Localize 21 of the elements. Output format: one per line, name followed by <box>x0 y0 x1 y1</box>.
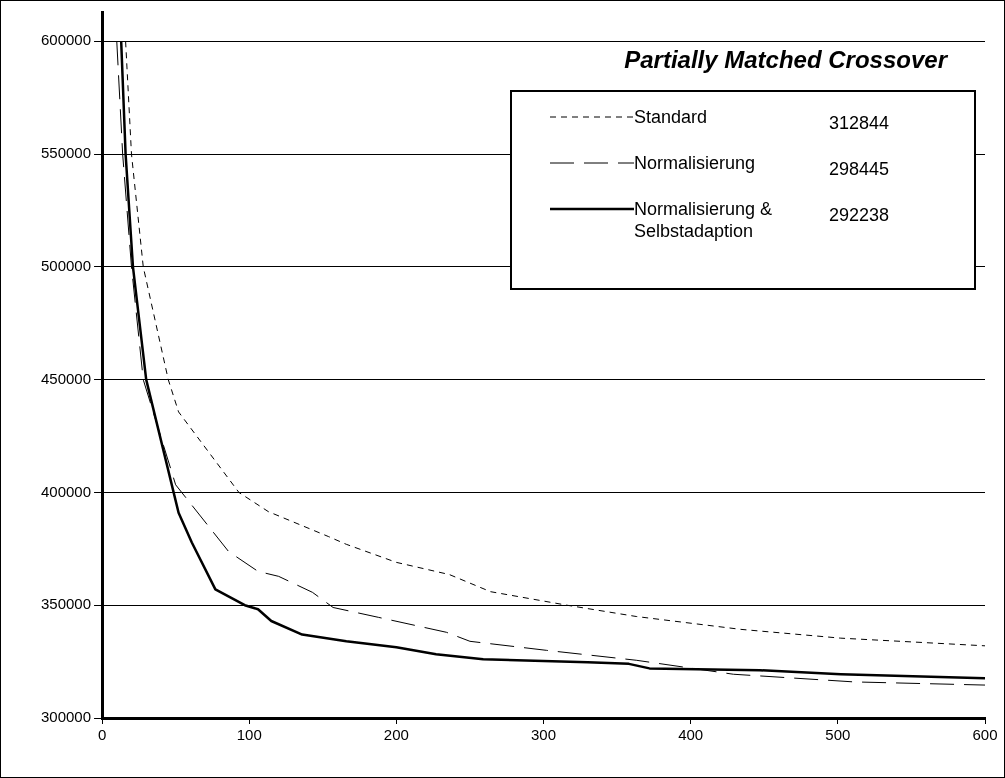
y-tick-label: 550000 <box>40 144 92 162</box>
annotation: 312844 <box>829 112 890 134</box>
y-tick-label: 450000 <box>40 369 92 387</box>
text: Partially Matched Crossover <box>624 46 947 74</box>
legend-label: Standard <box>634 106 709 128</box>
x-tick-label: 500 <box>825 726 851 744</box>
x-tick-label: 0 <box>97 726 107 744</box>
x-tick-label: 200 <box>383 726 409 744</box>
y-tick-label: 300000 <box>40 708 92 726</box>
y-tick-label: 400000 <box>40 482 92 500</box>
x-tick-label: 400 <box>678 726 704 744</box>
y-tick-label: 350000 <box>40 595 92 613</box>
x-tick-label: 100 <box>236 726 262 744</box>
x-tick-label: 300 <box>531 726 557 744</box>
annotation: 292238 <box>829 204 890 226</box>
annotation: 298445 <box>829 158 890 180</box>
legend-label: Normalisierung & Selbstadaption <box>634 198 774 242</box>
y-tick-label: 600000 <box>40 31 92 49</box>
legend-label: Normalisierung <box>634 152 757 174</box>
y-tick-label: 500000 <box>40 257 92 275</box>
x-tick-label: 600 <box>972 726 998 744</box>
